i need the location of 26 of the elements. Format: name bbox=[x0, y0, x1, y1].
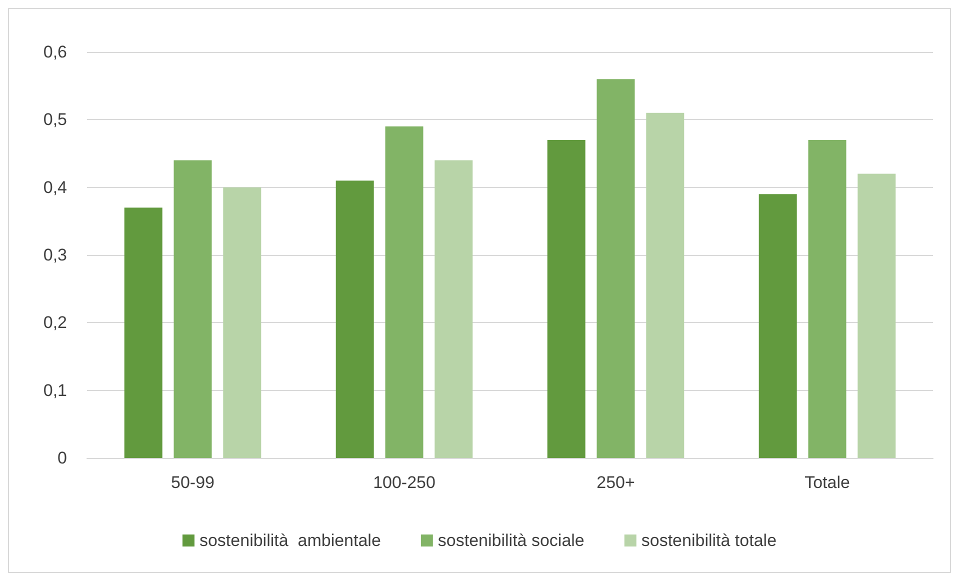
x-tick-label: Totale bbox=[804, 473, 850, 492]
bar bbox=[596, 79, 635, 458]
bar bbox=[758, 194, 797, 458]
y-tick-label: 0,3 bbox=[43, 246, 67, 264]
y-tick-label: 0,6 bbox=[43, 42, 67, 62]
bar bbox=[547, 140, 586, 458]
legend-label: sostenibilità sociale bbox=[438, 531, 584, 550]
bar bbox=[223, 187, 262, 458]
bar bbox=[646, 112, 684, 458]
bar bbox=[808, 140, 846, 458]
y-tick-label: 0,5 bbox=[43, 110, 67, 130]
legend-label: sostenibilità ambientale bbox=[199, 531, 381, 550]
x-tick-label: 100-250 bbox=[373, 473, 436, 492]
legend-label: sostenibilità totale bbox=[641, 531, 777, 550]
x-tick-label: 50-99 bbox=[171, 473, 214, 492]
bar bbox=[434, 160, 473, 458]
y-tick-label: 0 bbox=[58, 448, 67, 468]
bar bbox=[336, 180, 374, 458]
bar bbox=[385, 126, 424, 458]
y-tick-label: 0,2 bbox=[43, 313, 67, 332]
y-tick-label: 0,4 bbox=[43, 178, 67, 197]
x-tick-label: 250+ bbox=[596, 473, 635, 492]
y-tick-label: 0,1 bbox=[43, 380, 67, 400]
bar bbox=[858, 174, 896, 458]
bar bbox=[124, 208, 162, 458]
bar bbox=[174, 160, 212, 458]
